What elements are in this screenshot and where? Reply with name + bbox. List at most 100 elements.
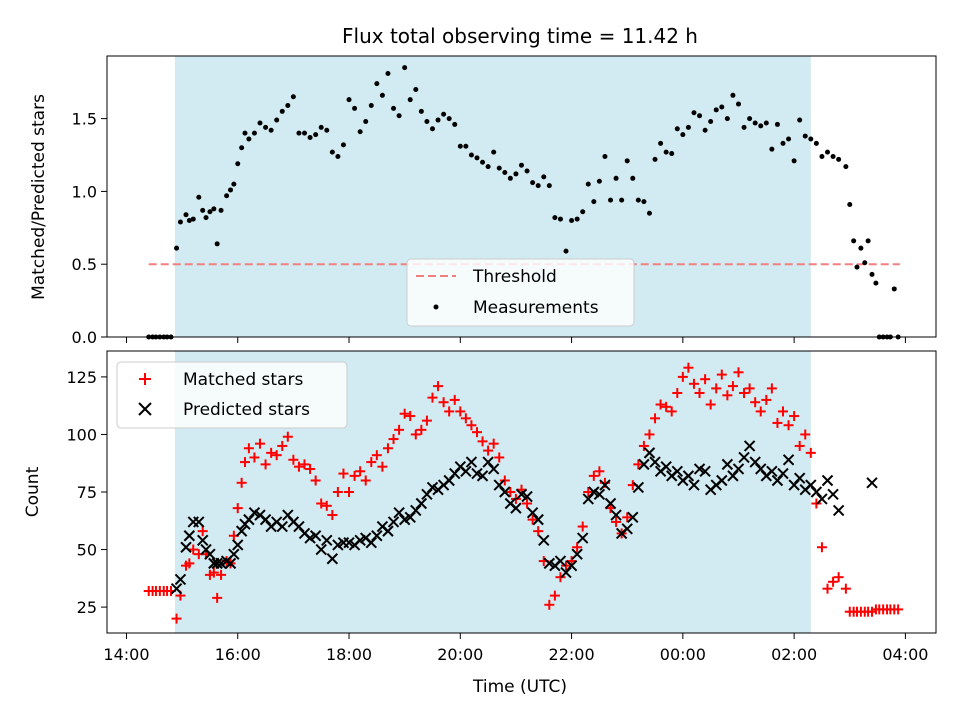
- measurement-point: [313, 132, 319, 138]
- matched-star-point: [208, 567, 219, 578]
- measurement-point: [402, 65, 408, 71]
- measurement-point: [819, 153, 825, 159]
- matched-star-point: [661, 401, 672, 412]
- predicted-star-point: [716, 474, 728, 487]
- matched-star-point: [672, 388, 683, 399]
- matched-star-point: [444, 406, 455, 417]
- matched-star-point: [722, 390, 733, 401]
- matched-star-point: [416, 424, 427, 435]
- measurement-point: [685, 124, 691, 130]
- matched-star-point: [527, 514, 538, 525]
- matched-star-point: [249, 452, 260, 463]
- measurement-point: [246, 136, 252, 142]
- matched-star-point: [744, 383, 755, 394]
- legend-predicted-swatch: [138, 402, 152, 416]
- measurement-point: [663, 149, 669, 155]
- measurement-point: [235, 161, 241, 167]
- predicted-star-point: [180, 541, 192, 553]
- measurement-point: [730, 92, 736, 98]
- measurement-point: [524, 168, 530, 174]
- matched-star-point: [344, 487, 355, 497]
- matched-star-point: [271, 450, 282, 461]
- measurement-point: [242, 130, 248, 136]
- measurement-point: [646, 210, 652, 216]
- matched-star-point: [477, 436, 488, 447]
- legend-threshold-label: Threshold: [472, 267, 557, 287]
- matched-star-point: [750, 397, 761, 408]
- measurement-point: [352, 105, 358, 111]
- top-y-tick-label-2: 1.0: [72, 182, 97, 201]
- measurement-point: [474, 155, 480, 161]
- predicted-star-point: [183, 530, 196, 542]
- matched-star-point: [733, 367, 744, 378]
- matched-star-point: [522, 498, 533, 509]
- matched-star-point: [505, 487, 516, 497]
- measurement-point: [763, 120, 769, 126]
- measurement-point: [374, 81, 380, 87]
- legend-predicted-label: Predicted stars: [183, 400, 310, 420]
- matched-star-point: [394, 424, 405, 435]
- measurement-point: [747, 116, 753, 122]
- measurement-point: [446, 116, 452, 122]
- measurement-point: [307, 135, 313, 141]
- matched-star-point: [466, 420, 477, 431]
- predicted-star-point: [638, 458, 650, 471]
- predicted-star-point: [643, 447, 656, 459]
- matched-star-point: [594, 466, 605, 477]
- measurement-point: [302, 130, 308, 136]
- predicted-star-point: [465, 456, 478, 468]
- matched-star-point: [239, 457, 250, 468]
- top-legend-box: [406, 258, 635, 327]
- measurement-point: [452, 121, 458, 127]
- measurement-point: [869, 271, 875, 277]
- measurement-point: [780, 140, 786, 146]
- matched-star-point: [549, 590, 560, 601]
- predicted-star-point: [460, 465, 472, 477]
- matched-star-point: [638, 440, 649, 451]
- matched-star-point: [184, 558, 195, 569]
- measurement-point: [268, 127, 274, 133]
- matched-star-point: [488, 438, 499, 449]
- predicted-star-points: [170, 440, 878, 595]
- predicted-star-point: [671, 465, 683, 477]
- measurement-point: [735, 101, 741, 107]
- measurement-point: [719, 104, 725, 110]
- measurement-point: [502, 169, 508, 175]
- predicted-star-point: [604, 497, 617, 510]
- matched-star-point: [822, 583, 833, 594]
- matched-star-point: [236, 477, 247, 488]
- predicted-star-point: [309, 530, 322, 542]
- measurement-point: [624, 158, 630, 164]
- matched-star-point: [405, 411, 416, 422]
- matched-star-point: [577, 521, 588, 532]
- matched-star-point: [711, 383, 722, 394]
- measurement-point: [257, 120, 263, 126]
- measurement-point: [239, 145, 245, 151]
- predicted-star-point: [204, 548, 216, 560]
- predicted-star-point: [699, 465, 711, 477]
- matched-star-point: [499, 475, 510, 486]
- matched-star-point: [216, 569, 227, 580]
- matched-star-point: [494, 452, 505, 463]
- predicted-star-point: [315, 543, 327, 556]
- measurement-point: [207, 209, 213, 215]
- measurement-point: [674, 126, 680, 132]
- matched-star-point: [789, 411, 800, 422]
- predicted-star-point: [235, 525, 248, 537]
- measurement-point: [891, 286, 897, 292]
- measurement-point: [224, 193, 230, 199]
- matched-star-point: [282, 431, 293, 442]
- matched-star-point: [471, 427, 482, 438]
- measurement-point: [211, 206, 217, 212]
- predicted-star-point: [387, 516, 400, 528]
- matched-star-point: [260, 459, 271, 470]
- measurement-point: [391, 105, 397, 111]
- predicted-star-point: [499, 486, 511, 498]
- matched-star-point: [666, 406, 677, 417]
- measurement-point: [513, 171, 519, 177]
- measurement-point: [186, 218, 192, 224]
- x-tick-label-7: 04:00: [882, 645, 928, 664]
- top-y-tick-label-3: 1.5: [72, 110, 97, 129]
- measurement-point: [830, 153, 836, 159]
- measurement-point: [797, 117, 803, 123]
